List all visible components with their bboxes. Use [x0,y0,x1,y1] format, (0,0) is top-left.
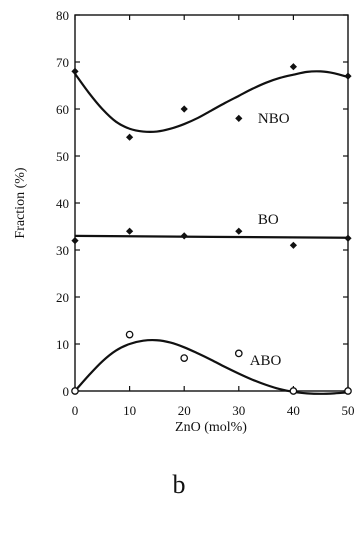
y-tick-label: 80 [56,8,69,23]
series-label-bo: BO [258,212,279,228]
y-tick-label: 40 [56,196,69,211]
data-point-abo [125,330,134,339]
y-tick-label: 50 [56,149,69,164]
y-tick-label: 0 [63,384,70,399]
data-points [71,63,352,395]
y-tick-label: 60 [56,102,69,117]
x-tick-label: 40 [287,403,300,418]
data-point-bo [344,234,352,242]
y-tick-label: 10 [56,337,69,352]
data-point-nbo [344,72,352,80]
fit-curve-bo [74,234,349,239]
data-point-nbo [126,133,134,141]
data-point-bo [71,237,79,245]
data-point-bo [180,232,188,240]
data-point-bo [289,241,297,249]
series-label-abo: ABO [250,353,282,369]
axis-ticks: 0 10 20 30 40 50 60 70 80 0 10 20 30 40 50 [56,8,355,418]
data-point-nbo [289,63,297,71]
series-labels: NBO BO ABO [250,111,290,369]
data-point-nbo [180,105,188,113]
data-point-abo [289,387,298,395]
data-point-bo [235,227,243,235]
data-point-abo [344,387,352,395]
x-tick-label: 0 [72,403,79,418]
fit-curve-nbo [74,70,349,134]
fit-curve-abo [74,338,349,395]
y-tick-label: 70 [56,55,69,70]
x-tick-label: 50 [342,403,355,418]
panel-label: b [172,470,186,499]
data-point-nbo [71,67,79,75]
data-point-abo [180,354,189,362]
x-tick-label: 30 [232,403,245,418]
x-tick-label: 10 [123,403,136,418]
data-point-abo [234,349,243,358]
series-label-nbo: NBO [258,111,290,127]
data-point-abo [71,387,79,395]
y-axis-label: Fraction (%) [13,167,28,238]
data-point-nbo [235,114,243,122]
x-axis-label: ZnO (mol%) [175,420,247,435]
y-tick-label: 20 [56,290,69,305]
fit-curves [74,70,349,395]
data-point-bo [126,227,134,235]
y-tick-label: 30 [56,243,69,258]
x-tick-label: 20 [178,403,191,418]
